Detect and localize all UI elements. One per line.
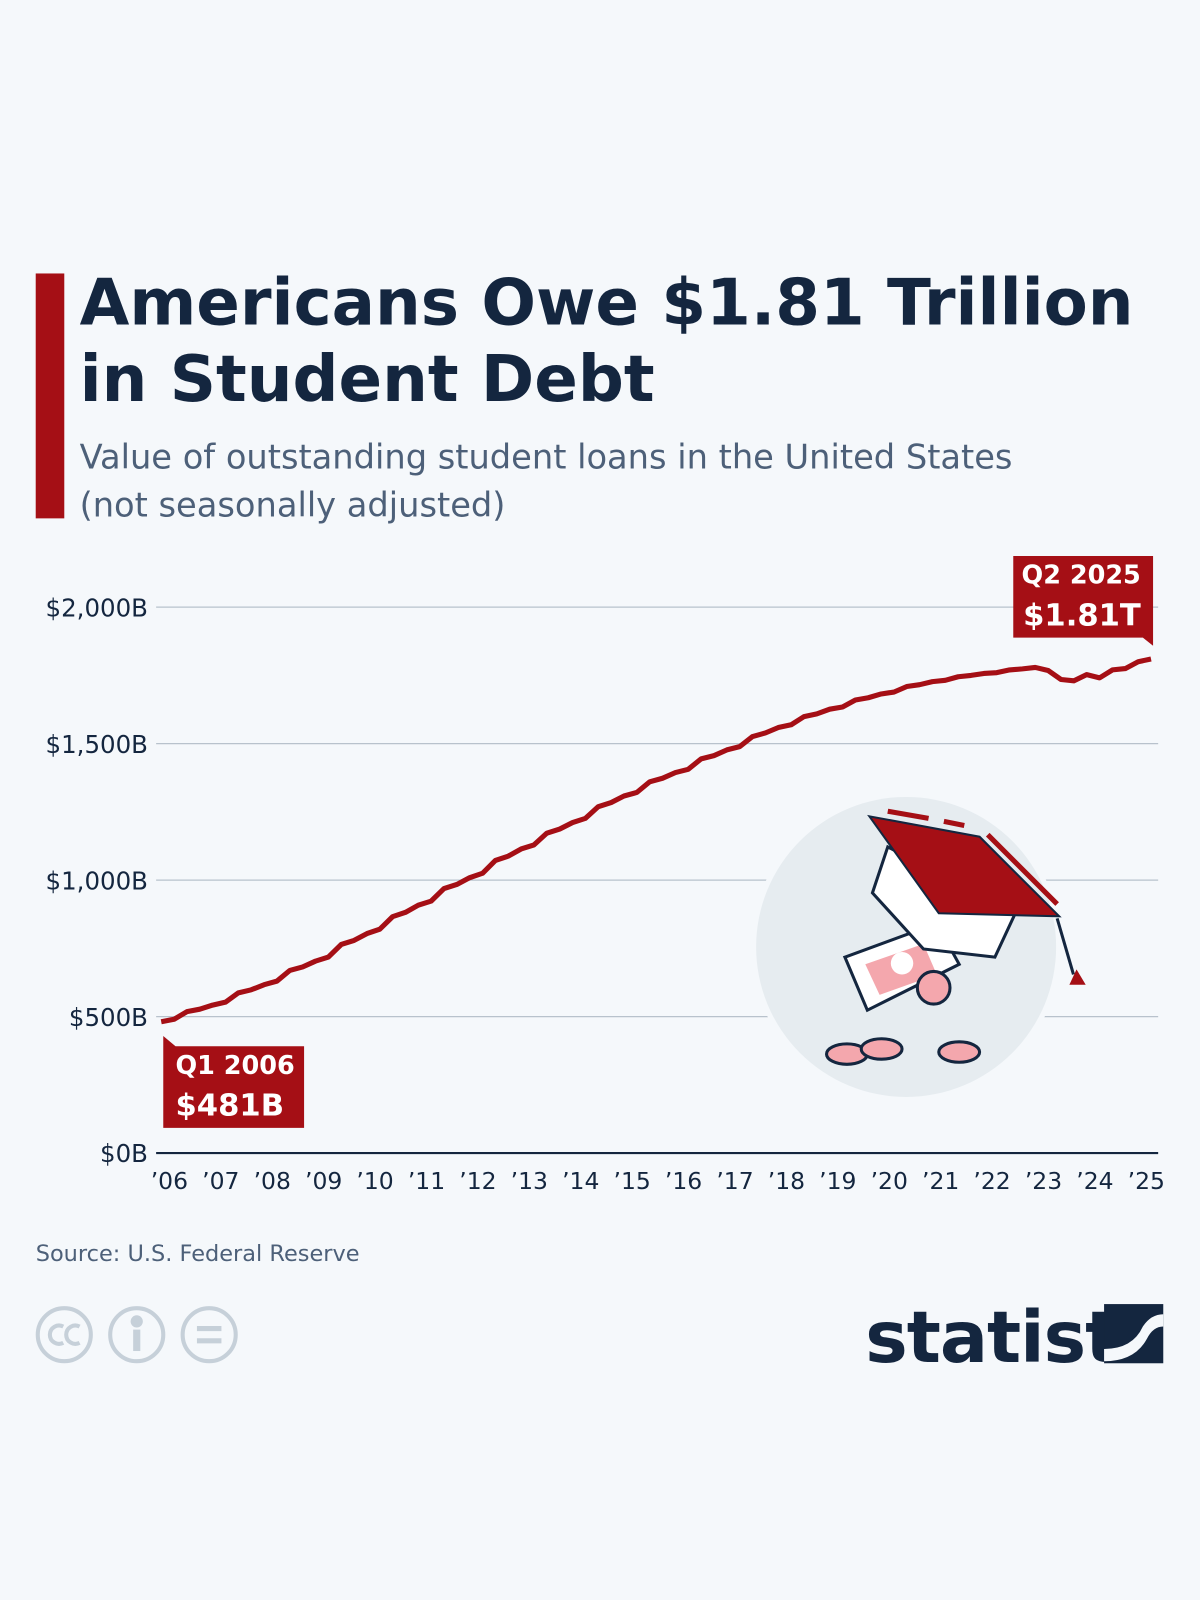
source: Source: U.S. Federal Reserve <box>36 1241 360 1267</box>
x-tick-label: ’14 <box>562 1167 599 1195</box>
x-tick-label: ’09 <box>305 1167 342 1195</box>
by-head <box>130 1315 143 1328</box>
chart-title: Americans Owe $1.81 Trillion <box>80 265 1134 340</box>
x-tick-label: ’07 <box>202 1167 239 1195</box>
cap-top <box>867 814 1062 918</box>
by-icon <box>108 1306 166 1364</box>
bill-dot <box>890 952 914 975</box>
brand-logo <box>1104 1304 1164 1364</box>
cc-mark <box>47 1323 81 1346</box>
annotation-period: Q1 2006 <box>176 1051 295 1081</box>
subtitle: Value of outstanding student loans in th… <box>80 437 1013 476</box>
x-tick-label: ’25 <box>1128 1167 1165 1195</box>
x-tick-label: ’21 <box>922 1167 959 1195</box>
logo-swoosh <box>1104 1314 1164 1362</box>
cap-motion <box>887 808 1059 906</box>
annotation-value: $1.81T <box>1023 598 1141 633</box>
x-tick-label: ’22 <box>973 1167 1010 1195</box>
x-tick-label: ’12 <box>459 1167 496 1195</box>
x-tick-label: ’11 <box>408 1167 445 1195</box>
title-accent <box>35 273 65 519</box>
x-tick-label: ’19 <box>819 1167 856 1195</box>
grid <box>156 606 1159 1155</box>
y-tick-label: $0B <box>100 1139 148 1168</box>
nd-icon <box>180 1306 238 1364</box>
tassel <box>1069 969 1086 985</box>
license-icons <box>35 1306 238 1364</box>
x-tick-label: ’15 <box>613 1167 650 1195</box>
annotation-box <box>163 1036 305 1128</box>
x-tick-label: ’17 <box>716 1167 753 1195</box>
data-line <box>160 656 1152 1025</box>
annotation-value: $481B <box>176 1089 285 1124</box>
illustration <box>751 791 1086 1103</box>
x-tick-label: ’16 <box>665 1167 702 1195</box>
cc-icon <box>35 1306 93 1364</box>
nd-mark <box>196 1326 222 1344</box>
annotation-box <box>1013 555 1154 646</box>
x-tick-label: ’20 <box>871 1167 908 1195</box>
x-tick-label: ’06 <box>151 1167 188 1195</box>
subtitle: (not seasonally adjusted) <box>80 485 506 524</box>
y-tick-label: $1,000B <box>46 866 148 895</box>
coin <box>937 1040 982 1064</box>
annotation-period: Q2 2025 <box>1022 560 1141 590</box>
coin <box>915 969 952 1006</box>
coin <box>859 1037 904 1061</box>
x-tick-label: ’13 <box>511 1167 548 1195</box>
x-tick-label: ’18 <box>768 1167 805 1195</box>
tassel-cord <box>1055 917 1075 975</box>
y-tick-label: $2,000B <box>46 593 148 622</box>
x-tick-label: ’08 <box>254 1167 291 1195</box>
chart-title: in Student Debt <box>80 342 655 417</box>
y-tick-label: $500B <box>69 1003 148 1032</box>
x-tick-label: ’24 <box>1076 1167 1113 1195</box>
x-tick-label: ’10 <box>356 1167 393 1195</box>
x-tick-label: ’23 <box>1025 1167 1062 1195</box>
y-tick-label: $1,500B <box>46 730 148 759</box>
